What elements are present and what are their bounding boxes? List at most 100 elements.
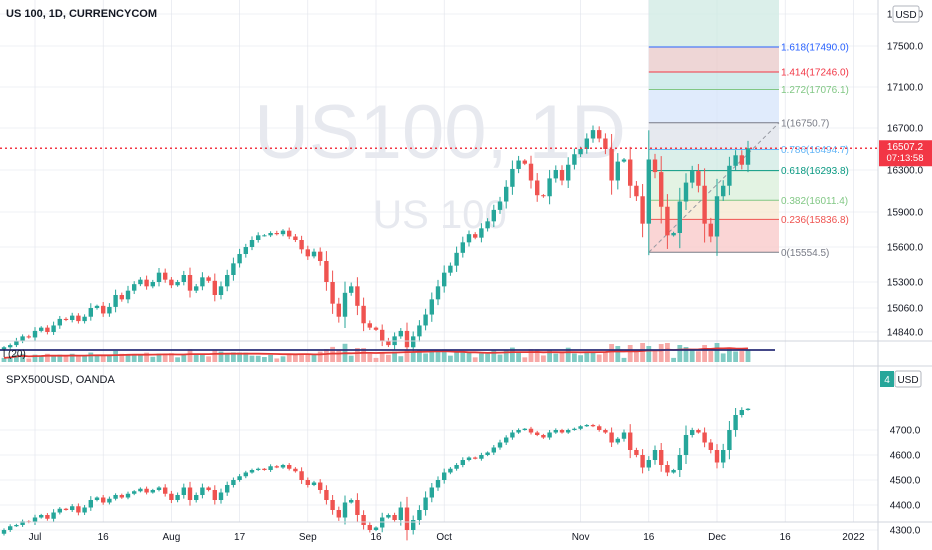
last-price-box — [879, 140, 932, 167]
fib-level-label: 1.618(17490.0) — [781, 43, 849, 54]
main-candle — [101, 305, 106, 314]
secondary-candle — [169, 493, 174, 500]
time-tick-label: 16 — [98, 532, 110, 543]
secondary-candle — [646, 460, 651, 468]
main-candle — [597, 130, 602, 139]
secondary-candle — [342, 502, 348, 518]
main-candle — [628, 159, 633, 186]
volume-bar — [26, 358, 32, 362]
volume-bar — [503, 350, 509, 362]
main-candle — [547, 178, 552, 197]
secondary-candle — [392, 515, 397, 520]
secondary-candle — [609, 432, 614, 443]
secondary-candle — [150, 490, 155, 493]
secondary-candle — [634, 450, 639, 455]
volume-bar — [603, 352, 608, 362]
time-tick-label: Aug — [163, 532, 181, 543]
main-candle — [690, 171, 695, 183]
volume-bar — [590, 351, 596, 362]
secondary-candle — [32, 517, 38, 523]
main-candle — [63, 318, 69, 320]
main-candle — [510, 168, 515, 187]
main-candle — [57, 318, 62, 326]
secondary-candle — [615, 438, 620, 443]
secondary-candle — [547, 432, 552, 438]
main-candle — [683, 182, 689, 202]
main-candle — [119, 295, 124, 300]
secondary-candle — [39, 515, 44, 518]
main-candle — [187, 275, 193, 291]
main-candle — [163, 272, 168, 280]
secondary-candle — [386, 515, 391, 518]
main-candle — [646, 159, 651, 224]
secondary-tick-label: 4700.0 — [890, 426, 921, 437]
secondary-candle — [299, 471, 304, 480]
main-candle — [280, 230, 286, 235]
secondary-price-axis[interactable]: 4700.0 4600.0 4500.0 4400.0 4300.0 — [890, 426, 921, 537]
secondary-candle — [659, 450, 664, 465]
secondary-candle — [640, 455, 645, 468]
main-candle — [559, 170, 565, 181]
secondary-candle — [125, 493, 131, 498]
volume-bar — [429, 350, 435, 362]
main-candle — [8, 345, 13, 348]
secondary-candle — [262, 468, 267, 470]
volume-bar — [193, 353, 199, 362]
secondary-candle — [398, 507, 403, 520]
volume-bar — [131, 354, 137, 362]
secondary-candle — [628, 432, 633, 450]
volume-bar — [255, 355, 261, 362]
secondary-badge: 4 — [880, 371, 894, 387]
secondary-candle — [76, 506, 81, 513]
main-candle — [640, 196, 645, 224]
main-candle — [652, 159, 658, 173]
volume-bar — [448, 355, 453, 362]
volume-bar — [324, 349, 329, 362]
price-axis[interactable]: 17750.017500.017100.016700.016300.015900… — [887, 10, 924, 339]
volume-bar — [76, 356, 81, 362]
main-candle — [417, 325, 422, 337]
fibonacci-extension[interactable]: 0(15554.5) 0.236(15836.8) 0.382(16011.4) 0.… — [648, 0, 849, 259]
secondary-currency-button[interactable]: USD — [894, 370, 922, 388]
fib-level-label: 0.786(16494.7) — [781, 145, 849, 156]
volume-bar — [187, 349, 193, 362]
secondary-candle — [367, 525, 372, 530]
secondary-candle — [696, 430, 701, 433]
main-candle — [733, 155, 738, 166]
secondary-candle — [8, 526, 13, 530]
main-candle — [572, 154, 577, 165]
volume-bar — [286, 354, 292, 362]
secondary-tick-label: 4400.0 — [890, 501, 921, 512]
volume-bar — [652, 351, 658, 362]
secondary-candle — [63, 508, 69, 510]
time-axis[interactable]: Jul 16 Aug 17 Sep 16 Oct Nov 16 Dec 16 2022 — [29, 532, 865, 543]
secondary-candle — [107, 498, 112, 503]
volume-bar — [156, 353, 162, 362]
main-candle — [206, 277, 211, 281]
fib-level-label: 0.382(16011.4) — [781, 196, 848, 207]
secondary-candle — [200, 487, 205, 495]
price-tick-label: 14840.0 — [887, 328, 924, 339]
fib-level-label: 0.236(15836.8) — [781, 215, 849, 226]
secondary-candle — [727, 430, 732, 450]
currency-button[interactable]: USD — [892, 5, 920, 23]
main-candle — [473, 234, 478, 238]
secondary-candle — [181, 487, 186, 495]
main-candle — [721, 185, 726, 197]
main-candle — [714, 196, 720, 237]
volume-bar — [714, 343, 720, 362]
volume-bar — [200, 354, 205, 362]
main-candle — [404, 330, 410, 348]
main-candle — [243, 247, 248, 254]
main-candle — [727, 165, 732, 186]
secondary-candle — [566, 430, 571, 433]
fib-band — [648, 122, 779, 150]
main-candle — [20, 336, 25, 341]
volume-bar — [57, 354, 63, 362]
volume-bar — [243, 352, 249, 362]
volume-bar — [94, 354, 100, 362]
secondary-candle — [442, 472, 447, 480]
main-candle — [411, 336, 416, 348]
secondary-candle — [677, 455, 682, 470]
